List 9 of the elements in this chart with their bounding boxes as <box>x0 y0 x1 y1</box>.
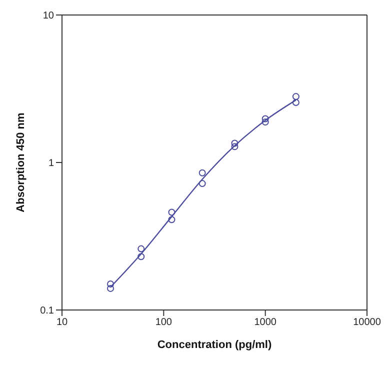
y-tick-label: 10 <box>42 10 54 22</box>
x-axis-title: Concentration (pg/ml) <box>157 339 272 351</box>
x-tick-label: 1000 <box>254 317 277 328</box>
y-tick-label: 0.1 <box>40 306 54 317</box>
x-tick-label: 100 <box>155 317 172 328</box>
x-tick-label: 10000 <box>353 317 382 328</box>
x-tick-label: 10 <box>56 317 68 328</box>
y-tick-label: 1 <box>48 158 54 170</box>
y-axis-title: Absorption 450 nm <box>14 112 27 212</box>
